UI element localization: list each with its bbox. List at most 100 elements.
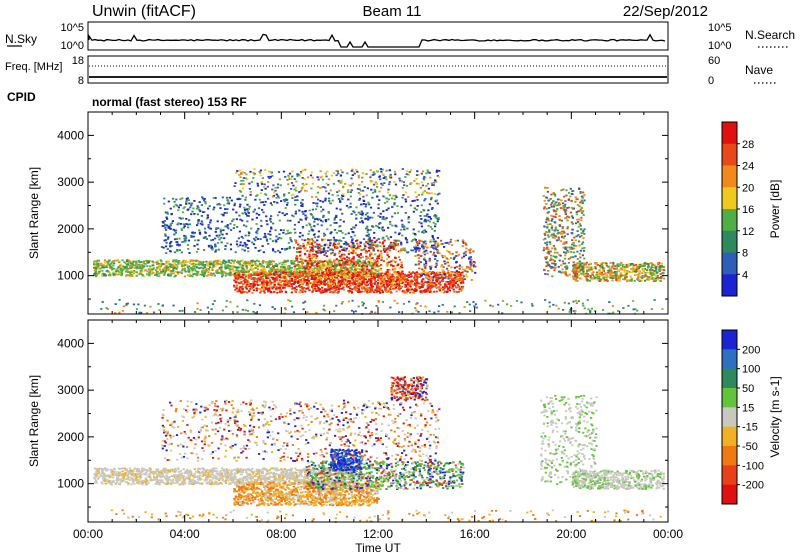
echo-cell [370,169,372,171]
echo-cell [254,261,256,263]
echo-cell [165,270,167,272]
echo-cell [203,200,205,202]
echo-cell [418,194,420,196]
echo-cell [335,216,337,218]
echo-cell [455,240,457,242]
echo-cell [229,223,231,225]
echo-cell [285,282,287,284]
echo-cell [348,250,350,252]
echo-cell [107,264,109,266]
echo-cell [430,246,432,248]
echo-cell [405,199,407,201]
echo-cell [364,276,366,278]
echo-cell [291,176,293,178]
echo-cell [380,269,382,271]
echo-cell [338,291,340,293]
echo-cell [157,271,159,273]
echo-cell [312,253,314,255]
echo-cell [340,271,342,273]
echo-cell [366,226,368,228]
echo-cell [342,193,344,195]
echo-cell [412,281,414,283]
echo-cell [185,201,187,203]
echo-cell [417,254,419,256]
echo-cell [255,236,257,238]
echo-cell [466,276,468,278]
echo-cell [560,240,562,242]
echo-cell [340,288,342,290]
echo-cell [389,223,391,225]
echo-cell [241,272,243,274]
echo-cell [380,213,382,215]
echo-cell [339,181,341,183]
echo-cell [265,201,267,203]
echo-cell [435,217,437,219]
echo-cell [304,253,306,255]
echo-cell [181,252,183,254]
echo-cell [567,233,569,235]
echo-cell [434,258,436,260]
echo-cell [387,208,389,210]
echo-cell [223,237,225,239]
echo-cell [313,265,315,267]
echo-cell [273,201,275,203]
echo-cell [238,288,240,290]
echo-cell [431,283,433,285]
echo-cell [410,169,412,171]
echo-cell [166,242,168,244]
echo-cell [378,223,380,225]
echo-cell [327,219,329,221]
echo-cell [457,240,459,242]
echo-cell [299,219,301,221]
echo-cell [197,222,199,224]
echo-cell [398,275,400,277]
echo-cell [266,277,268,279]
echo-cell [401,220,403,222]
echo-cell [365,206,367,208]
echo-cell [218,239,220,241]
echo-cell [435,266,437,268]
echo-cell [134,265,136,267]
echo-cell [268,266,270,268]
echo-cell [226,233,228,235]
echo-cell [253,211,255,213]
echo-cell [143,276,145,278]
echo-cell [328,289,330,291]
echo-cell [352,226,354,228]
echo-cell [330,267,332,269]
echo-cell [465,248,467,250]
echo-cell [456,266,458,268]
echo-cell [380,264,382,266]
echo-cell [136,271,138,273]
echo-cell [305,272,307,274]
echo-cell [264,233,266,235]
echo-cell [334,273,336,275]
echo-cell [433,182,435,184]
echo-cell [324,284,326,286]
echo-cell [396,285,398,287]
echo-cell [308,256,310,258]
echo-cell [364,272,366,274]
echo-cell [245,235,247,237]
echo-cell [249,171,251,173]
echo-cell [256,230,258,232]
echo-cell [266,284,268,286]
echo-cell [279,289,281,291]
echo-cell [265,288,267,290]
freq-panel: Freq. [MHz] 18 8 60 0 Nave [5,55,778,87]
echo-cell [410,286,412,288]
echo-cell [319,267,321,269]
echo-cell [304,215,306,217]
echo-cell [317,287,319,289]
echo-cell [370,175,372,177]
echo-cell [316,274,318,276]
echo-cell [184,270,186,272]
echo-cell [158,275,160,277]
echo-cell [170,223,172,225]
echo-cell [406,228,408,230]
echo-cell [330,269,332,271]
echo-cell [246,221,248,223]
echo-cell [573,237,575,239]
echo-cell [232,209,234,211]
echo-cell [457,278,459,280]
